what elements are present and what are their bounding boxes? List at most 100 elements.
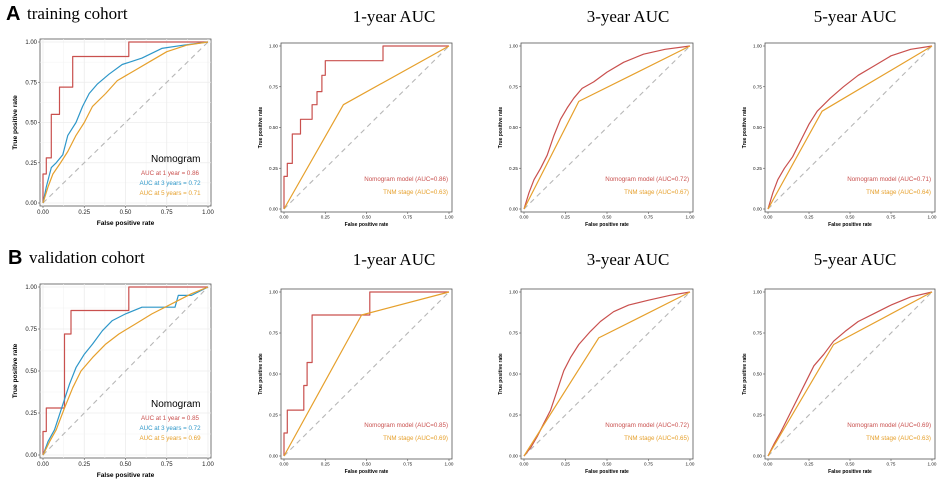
legend: Nomogram model (AUC=0.72) TNM stage (AUC=… [605, 422, 689, 442]
roc-series-red [283, 291, 449, 456]
chart-title: 1-year AUC [353, 250, 436, 269]
reference-diagonal [42, 41, 209, 204]
chart-title: 3-year AUC [587, 250, 670, 269]
legend-entry-orange: TNM stage (AUC=0.69) [383, 435, 448, 442]
x-tick-label: 0.00 [280, 215, 289, 220]
chart-title: 1-year AUC [353, 7, 436, 26]
y-tick-label: 1.00 [269, 290, 278, 295]
y-tick-label: 0.75 [753, 331, 762, 336]
legend-entry-orange: TNM stage (AUC=0.67) [624, 189, 689, 196]
x-tick-label: 1.00 [928, 462, 937, 467]
x-tick-label: 0.75 [161, 462, 173, 468]
grid [40, 39, 211, 206]
x-axis-label: False positive rate [828, 222, 872, 228]
y-tick-label: 0.75 [269, 331, 278, 336]
y-tick-label: 0.75 [753, 84, 762, 89]
legend-entry-blue: AUC at 3 years = 0.72 [139, 425, 201, 432]
x-axis-label: False positive rate [97, 472, 155, 479]
y-axis-label: True positive rate [12, 95, 19, 150]
y-tick-label: 0.75 [509, 331, 518, 336]
legend-entry-orange: AUC at 5 years = 0.71 [139, 190, 201, 197]
legend-entry-blue: AUC at 3 years = 0.72 [139, 180, 201, 187]
x-tick-label: 0.50 [846, 462, 855, 467]
legend-title: Nomogram [151, 154, 200, 165]
x-tick-label: 0.75 [403, 215, 412, 220]
legend-entry-orange: AUC at 5 years = 0.69 [139, 435, 201, 442]
chart-training-1year: 1-year AUC0.000.000.250.250.500.500.750.… [258, 7, 454, 228]
x-tick-label: 0.75 [644, 462, 653, 467]
reference-diagonal [42, 286, 209, 456]
roc-series-orange [767, 45, 933, 210]
chart-training-combined: 0.000.00 0.25 0.25 0.50 0.50 0.75 0.75 1.00 1.00… [12, 38, 214, 227]
y-tick-label: 0.75 [25, 327, 37, 333]
x-tick-label: 0.75 [887, 462, 896, 467]
axis-ticks: 0.000.00 0.25 0.25 0.50 0.50 0.75 0.75 1.00 1.00 [269, 44, 454, 220]
x-axis-label: False positive rate [585, 469, 629, 475]
roc-series-orange [42, 286, 209, 456]
x-tick-label: 0.25 [561, 462, 570, 467]
x-tick-label: 0.00 [520, 215, 529, 220]
x-tick-label: 0.00 [520, 462, 529, 467]
y-tick-label: 1.00 [25, 285, 37, 291]
y-axis-label: True positive rate [498, 107, 504, 149]
chart-title: 5-year AUC [814, 250, 897, 269]
y-tick-label: 0.25 [509, 413, 518, 418]
axis-ticks: 0.000.00 0.25 0.25 0.50 0.50 0.75 0.75 1.00 1.00 [269, 290, 454, 467]
x-tick-label: 0.50 [362, 215, 371, 220]
y-axis-label: True positive rate [12, 343, 19, 398]
x-tick-label: 0.00 [764, 215, 773, 220]
reference-diagonal [283, 291, 450, 457]
y-tick-label: 0.25 [753, 166, 762, 171]
chart-validation-combined: 0.000.00 0.25 0.25 0.50 0.50 0.75 0.75 1.00 1.00… [12, 283, 214, 479]
row-label-validation: validation cohort [29, 248, 145, 267]
y-tick-label: 0.50 [269, 125, 278, 130]
roc-series-blue [42, 286, 209, 456]
x-tick-label: 0.25 [78, 462, 90, 468]
panel-letter-b: B [8, 247, 22, 269]
x-tick-label: 1.00 [928, 215, 937, 220]
plot-panel [520, 42, 694, 213]
legend-entry-red: Nomogram model (AUC=0.69) [847, 422, 931, 429]
axis-ticks: 0.000.00 0.25 0.25 0.50 0.50 0.75 0.75 1.00 1.00 [753, 290, 937, 467]
roc-series-orange [42, 41, 209, 204]
x-tick-label: 0.50 [362, 462, 371, 467]
reference-diagonal [767, 291, 933, 457]
x-tick-label: 0.25 [805, 462, 814, 467]
plot-panel [764, 288, 936, 460]
x-tick-label: 0.50 [603, 462, 612, 467]
y-tick-label: 1.00 [753, 44, 762, 49]
x-tick-label: 1.00 [445, 462, 454, 467]
chart-title: 3-year AUC [587, 7, 670, 26]
roc-series-red [767, 291, 933, 457]
legend-entry-red: Nomogram model (AUC=0.72) [605, 176, 689, 183]
roc-series-red [42, 41, 208, 203]
y-tick-label: 0.00 [25, 453, 37, 459]
roc-series-red [283, 45, 449, 209]
axis-ticks: 0.000.00 0.25 0.25 0.50 0.50 0.75 0.75 1.00 1.00 [509, 290, 695, 467]
y-tick-label: 0.25 [25, 161, 37, 167]
y-axis-label: True positive rate [498, 353, 504, 395]
legend: Nomogram model (AUC=0.86) TNM stage (AUC=… [364, 176, 448, 196]
x-axis-label: False positive rate [585, 222, 629, 228]
legend: Nomogram AUC at 1 year = 0.86 AUC at 3 yea… [139, 154, 201, 197]
y-tick-label: 0.75 [269, 84, 278, 89]
y-tick-label: 1.00 [25, 40, 37, 46]
roc-series-blue [42, 41, 209, 204]
legend: Nomogram model (AUC=0.71) TNM stage (AUC=… [847, 176, 931, 196]
plot-panel [764, 42, 936, 213]
legend: Nomogram model (AUC=0.85) TNM stage (AUC=… [364, 422, 448, 442]
chart-training-5year: 5-year AUC0.000.000.250.250.500.500.750.… [742, 7, 937, 228]
legend-title: Nomogram [151, 399, 200, 410]
y-tick-label: 0.25 [509, 166, 518, 171]
y-tick-label: 0.75 [509, 84, 518, 89]
legend-entry-red: AUC at 1 year = 0.85 [141, 415, 200, 422]
y-axis-label: True positive rate [258, 353, 264, 395]
y-tick-label: 0.50 [25, 121, 37, 127]
y-tick-label: 0.50 [509, 125, 518, 130]
y-tick-label: 0.25 [25, 411, 37, 417]
x-tick-label: 1.00 [202, 210, 214, 216]
x-tick-label: 0.50 [603, 215, 612, 220]
x-tick-label: 0.75 [644, 215, 653, 220]
y-tick-label: 0.75 [25, 80, 37, 86]
